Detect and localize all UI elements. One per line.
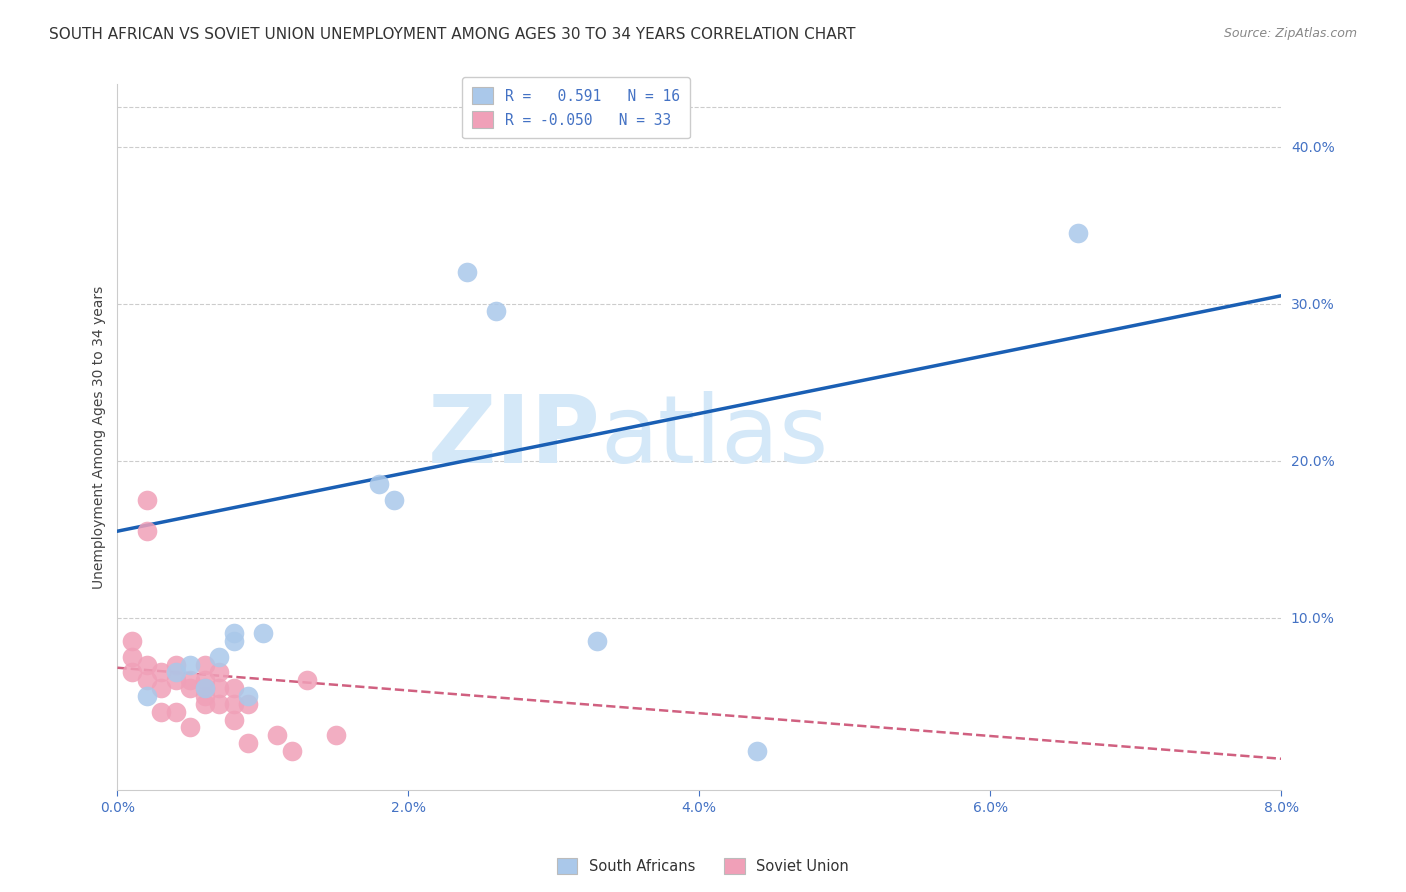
Point [121, 634, 143, 648]
Point [165, 665, 187, 680]
Point [194, 681, 217, 695]
Point [179, 673, 201, 688]
Point [165, 673, 187, 688]
Point [281, 744, 304, 758]
Point [208, 665, 231, 680]
Point [121, 665, 143, 680]
Point [485, 304, 508, 318]
Point [150, 705, 173, 719]
Legend: R =   0.591   N = 16, R = -0.050   N = 33: R = 0.591 N = 16, R = -0.050 N = 33 [463, 77, 690, 138]
Point [325, 728, 347, 742]
Point [295, 673, 318, 688]
Point [121, 649, 143, 664]
Y-axis label: Unemployment Among Ages 30 to 34 years: Unemployment Among Ages 30 to 34 years [93, 285, 107, 589]
Point [747, 744, 769, 758]
Text: SOUTH AFRICAN VS SOVIET UNION UNEMPLOYMENT AMONG AGES 30 TO 34 YEARS CORRELATION: SOUTH AFRICAN VS SOVIET UNION UNEMPLOYME… [49, 27, 856, 42]
Point [586, 634, 609, 648]
Point [165, 657, 187, 672]
Point [238, 736, 260, 750]
Point [194, 689, 217, 703]
Point [252, 626, 274, 640]
Point [135, 657, 157, 672]
Point [382, 492, 405, 507]
Point [135, 524, 157, 538]
Point [208, 649, 231, 664]
Point [368, 477, 391, 491]
Legend: South Africans, Soviet Union: South Africans, Soviet Union [551, 852, 855, 880]
Text: atlas: atlas [600, 391, 828, 483]
Point [150, 665, 173, 680]
Point [222, 681, 245, 695]
Point [194, 673, 217, 688]
Text: ZIP: ZIP [427, 391, 600, 483]
Point [1066, 226, 1088, 240]
Point [222, 697, 245, 711]
Point [150, 681, 173, 695]
Point [165, 705, 187, 719]
Point [208, 681, 231, 695]
Point [266, 728, 288, 742]
Point [238, 689, 260, 703]
Point [222, 626, 245, 640]
Point [179, 657, 201, 672]
Point [194, 657, 217, 672]
Point [238, 697, 260, 711]
Point [456, 265, 478, 279]
Point [208, 697, 231, 711]
Point [135, 689, 157, 703]
Point [222, 713, 245, 727]
Point [222, 634, 245, 648]
Text: Source: ZipAtlas.com: Source: ZipAtlas.com [1223, 27, 1357, 40]
Point [194, 697, 217, 711]
Point [194, 681, 217, 695]
Point [179, 681, 201, 695]
Point [135, 492, 157, 507]
Point [135, 673, 157, 688]
Point [179, 720, 201, 734]
